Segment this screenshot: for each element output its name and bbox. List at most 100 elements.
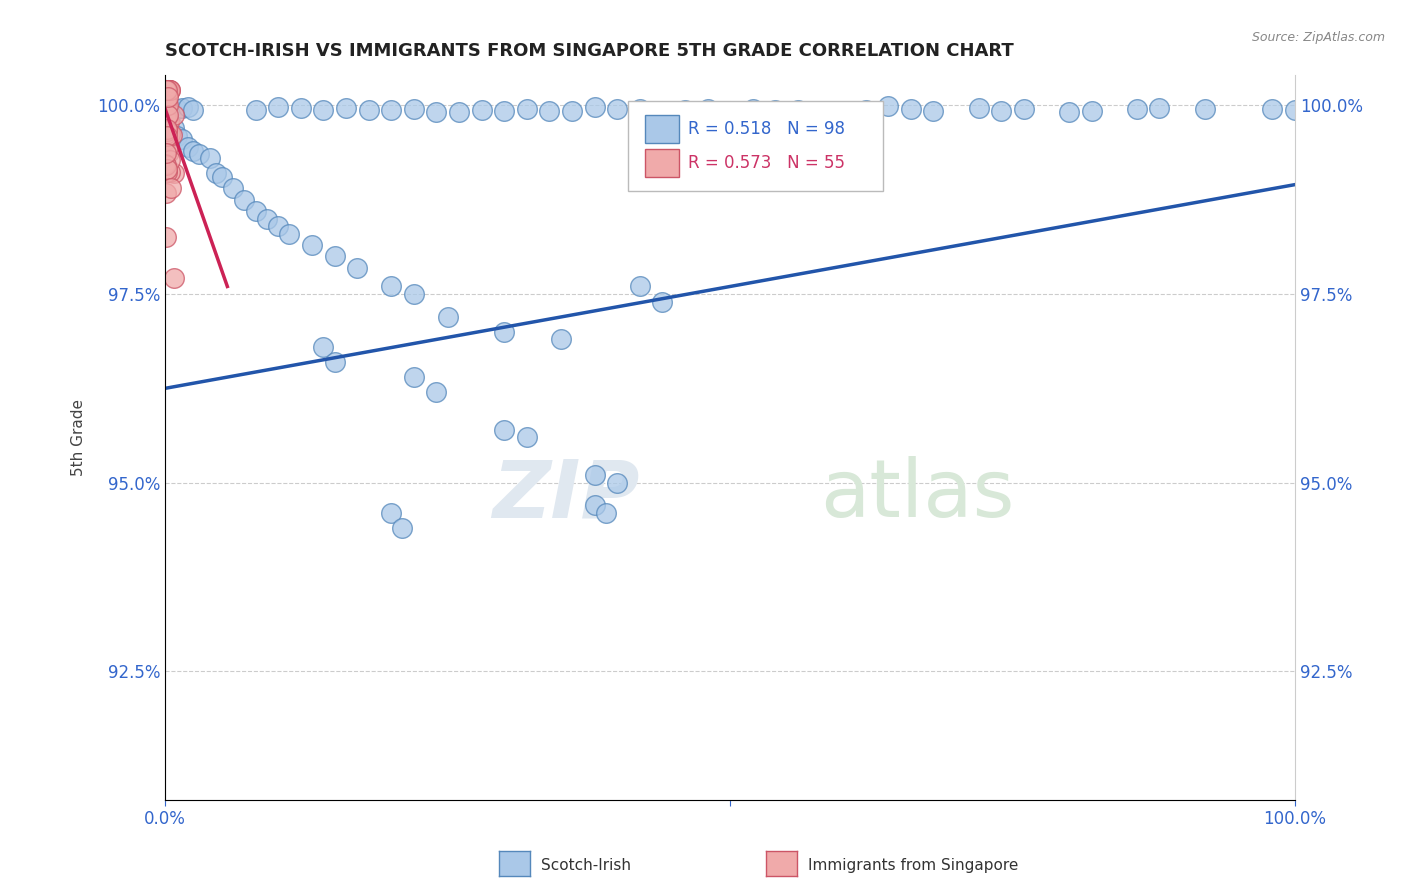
Point — [583, 498, 606, 512]
Point — [200, 151, 222, 165]
Point — [323, 355, 346, 369]
Point — [312, 103, 335, 117]
Point — [155, 145, 177, 160]
Point — [156, 128, 179, 143]
Point — [163, 107, 186, 121]
Point — [1194, 102, 1216, 116]
Point — [155, 229, 177, 244]
Point — [156, 95, 179, 109]
Point — [673, 103, 696, 117]
Point — [402, 102, 425, 116]
Point — [155, 83, 177, 97]
Point — [177, 140, 200, 154]
Point — [160, 125, 183, 139]
Point — [494, 423, 516, 437]
Point — [786, 103, 808, 117]
Point — [157, 83, 180, 97]
Point — [561, 104, 583, 119]
Point — [233, 193, 256, 207]
Text: atlas: atlas — [821, 457, 1015, 534]
Point — [160, 180, 183, 194]
Point — [156, 89, 179, 103]
Point — [166, 128, 188, 143]
FancyBboxPatch shape — [645, 115, 679, 143]
Point — [391, 521, 413, 535]
Point — [172, 132, 194, 146]
Point — [155, 158, 177, 172]
Point — [157, 83, 180, 97]
FancyBboxPatch shape — [628, 101, 883, 191]
Text: Scotch-Irish: Scotch-Irish — [541, 858, 631, 872]
Point — [155, 83, 177, 97]
Point — [696, 102, 718, 116]
Text: R = 0.573   N = 55: R = 0.573 N = 55 — [689, 153, 845, 172]
Point — [155, 112, 177, 127]
Point — [156, 83, 179, 97]
Point — [990, 103, 1012, 118]
Point — [166, 103, 188, 117]
Point — [155, 162, 177, 177]
Point — [471, 103, 494, 117]
Point — [163, 121, 186, 136]
Point — [380, 103, 402, 117]
Point — [1080, 104, 1102, 119]
Point — [1284, 103, 1306, 117]
Point — [155, 124, 177, 138]
Point — [183, 103, 205, 117]
Point — [155, 186, 177, 200]
Y-axis label: 5th Grade: 5th Grade — [72, 399, 86, 475]
Point — [606, 475, 628, 490]
Point — [335, 101, 357, 115]
Point — [155, 83, 177, 97]
Point — [256, 211, 278, 226]
Point — [651, 104, 673, 119]
Point — [155, 96, 177, 111]
Point — [156, 83, 179, 97]
Point — [155, 133, 177, 147]
Point — [160, 102, 183, 116]
Point — [155, 103, 177, 117]
Point — [1261, 103, 1284, 117]
Text: ZIP: ZIP — [492, 457, 640, 534]
Point — [155, 88, 177, 103]
Point — [155, 83, 177, 97]
Point — [157, 83, 180, 97]
Point — [159, 83, 181, 97]
Point — [155, 156, 177, 170]
Text: Immigrants from Singapore: Immigrants from Singapore — [808, 858, 1019, 872]
Point — [157, 108, 180, 122]
Point — [628, 102, 651, 116]
Point — [718, 103, 741, 118]
Point — [516, 430, 538, 444]
Point — [156, 124, 179, 138]
Point — [157, 83, 180, 97]
Point — [595, 506, 617, 520]
Point — [628, 279, 651, 293]
Point — [159, 83, 181, 97]
Point — [550, 332, 572, 346]
Point — [741, 102, 763, 116]
Point — [172, 101, 194, 115]
Point — [155, 83, 177, 97]
Point — [157, 83, 180, 97]
Point — [402, 287, 425, 301]
Point — [877, 99, 900, 113]
Point — [222, 181, 245, 195]
Point — [156, 122, 179, 136]
Point — [156, 165, 179, 179]
Point — [159, 127, 181, 141]
Point — [538, 103, 561, 118]
Point — [312, 340, 335, 354]
Point — [380, 506, 402, 520]
Text: Source: ZipAtlas.com: Source: ZipAtlas.com — [1251, 31, 1385, 45]
Point — [156, 98, 179, 112]
Point — [183, 144, 205, 158]
Point — [156, 111, 179, 125]
Point — [583, 100, 606, 114]
Point — [583, 468, 606, 483]
Point — [156, 83, 179, 97]
Point — [163, 166, 186, 180]
Point — [155, 83, 177, 97]
Point — [278, 227, 301, 241]
Point — [357, 103, 380, 117]
